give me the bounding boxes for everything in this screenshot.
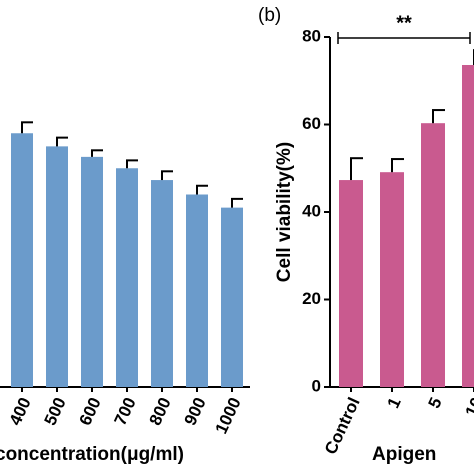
- bar: [186, 194, 208, 387]
- x-tick-label: 500: [40, 395, 69, 429]
- bar: [462, 65, 474, 387]
- bar: [421, 123, 445, 387]
- y-tick-label: 60: [302, 114, 321, 133]
- bar: [151, 180, 173, 387]
- x-tick-label: 1000: [211, 395, 244, 437]
- x-tick-label: 10: [461, 395, 474, 420]
- y-tick-label: 80: [302, 26, 321, 45]
- x-tick-label: 800: [145, 395, 174, 429]
- x-tick-label: 5: [424, 395, 445, 412]
- x-tick-label: 600: [75, 395, 104, 429]
- bar: [81, 156, 103, 387]
- y-axis-label: Cell viability(%): [274, 142, 295, 282]
- y-tick-label: 0: [312, 376, 321, 395]
- bar: [380, 172, 404, 387]
- x-tick-label: 700: [110, 395, 139, 429]
- bar: [46, 146, 68, 387]
- bar: [339, 180, 363, 387]
- x-tick-label: 1: [383, 395, 404, 412]
- y-tick-label: 40: [302, 201, 321, 220]
- bar: [116, 168, 138, 387]
- bar: [11, 133, 33, 387]
- x-axis-label: Apigen: [372, 444, 436, 465]
- significance: **: [396, 12, 412, 34]
- bar: [221, 207, 243, 387]
- x-axis-label: concentration(μg/ml): [0, 444, 184, 465]
- x-tick-label: Control: [321, 395, 364, 458]
- panel-label: (b): [258, 5, 281, 26]
- y-tick-label: 20: [302, 289, 321, 308]
- x-tick-label: 900: [180, 395, 209, 429]
- x-tick-label: 400: [5, 395, 34, 429]
